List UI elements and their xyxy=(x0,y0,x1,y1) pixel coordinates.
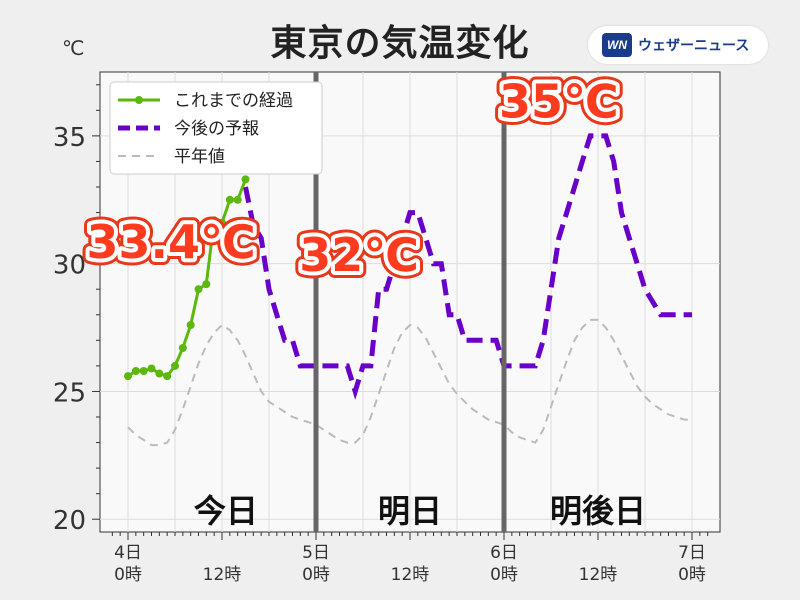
y-tick-label: 25 xyxy=(53,378,86,408)
legend-label: これまでの経過 xyxy=(174,91,293,111)
callout-text: 35℃ xyxy=(499,75,619,129)
observed-point-marker xyxy=(225,195,234,204)
observed-point-marker xyxy=(241,175,250,184)
day-after-max-callout: 35℃35℃35℃ xyxy=(492,68,626,136)
y-tick-label: 30 xyxy=(53,251,86,281)
x-tick-label-hour: 0時 xyxy=(302,565,330,585)
day-label: 明日 xyxy=(378,492,442,530)
x-tick-label-hour: 0時 xyxy=(678,565,706,585)
legend-label: 今後の予報 xyxy=(174,119,259,139)
observed-point-marker xyxy=(194,285,203,294)
weathernews-logo-icon: WN xyxy=(602,33,632,57)
weathernews-brand-badge: WN ウェザーニュース xyxy=(588,26,768,64)
tomorrow-max-callout: 32℃32℃32℃ xyxy=(292,221,426,289)
y-axis-unit-label: ℃ xyxy=(62,36,85,60)
y-tick-label: 20 xyxy=(53,506,86,536)
series-line-observed xyxy=(127,178,247,378)
today-max-callout: 33.4℃33.4℃33.4℃ xyxy=(79,208,262,276)
observed-point-marker xyxy=(124,372,132,381)
callout-halo: 33.4℃ xyxy=(86,215,255,269)
chart-title: 東京の気温変化 xyxy=(270,23,530,64)
x-tick-label-day: 5日 xyxy=(302,543,330,563)
callout-text: 33.4℃ xyxy=(86,215,255,269)
observed-point-marker xyxy=(218,218,226,227)
observed-point-marker xyxy=(171,361,179,370)
y-tick-label: 35 xyxy=(53,123,86,153)
x-tick-label-day: 7日 xyxy=(678,543,706,563)
observed-point-marker xyxy=(233,195,242,204)
observed-point-marker xyxy=(155,369,164,378)
x-tick-label-day: 4日 xyxy=(114,543,142,563)
x-tick-label-hour: 12時 xyxy=(203,565,242,585)
x-tick-label-hour: 12時 xyxy=(579,565,618,585)
observed-point-marker xyxy=(178,344,187,352)
legend-marker-observed xyxy=(135,96,143,104)
x-tick-label-hour: 12時 xyxy=(391,565,430,585)
brand-name: ウェザーニュース xyxy=(638,38,750,54)
observed-point-marker xyxy=(139,367,148,375)
callout-halo: 35℃ xyxy=(499,75,619,129)
observed-point-marker xyxy=(210,216,219,225)
series-line-forecast xyxy=(243,133,692,400)
x-tick-label-hour: 0時 xyxy=(114,565,142,585)
day-label: 明後日 xyxy=(550,492,646,530)
observed-point-marker xyxy=(131,367,140,375)
observed-point-marker xyxy=(147,364,156,373)
x-tick-label-day: 6日 xyxy=(490,543,518,563)
callout-text: 32℃ xyxy=(299,228,419,282)
x-tick-label-hour: 0時 xyxy=(490,565,518,585)
callout-outline: 33.4℃ xyxy=(86,215,255,269)
observed-point-marker xyxy=(202,280,211,289)
day-label: 今日 xyxy=(194,492,258,530)
observed-point-marker xyxy=(163,372,172,381)
callout-halo: 32℃ xyxy=(299,228,419,282)
series-line-normal xyxy=(127,318,692,447)
legend-label: 平年値 xyxy=(174,147,225,167)
callout-outline: 32℃ xyxy=(299,228,419,282)
callout-outline: 35℃ xyxy=(499,75,619,129)
legend-box xyxy=(109,81,323,175)
observed-point-marker xyxy=(186,321,195,329)
